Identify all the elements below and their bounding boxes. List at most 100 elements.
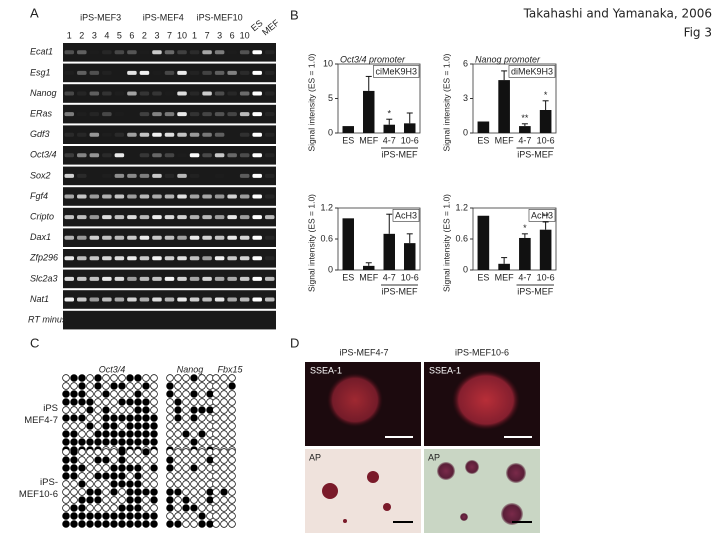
gel-band [152,276,162,281]
cpg-site [228,472,236,480]
cpg-site [220,406,228,414]
cpg-site [62,374,70,382]
gel-band [164,194,175,199]
gel-band [252,112,262,117]
colony [367,471,379,483]
gel-band [139,194,150,199]
chart-title: Nanog promoter [475,54,541,64]
gel-band [239,194,250,199]
x-tick-label: ES [342,272,354,282]
cpg-site [70,504,78,512]
gel-band [89,276,100,281]
cpg-site [86,496,94,504]
cpg-site [212,520,220,528]
gel-band [202,132,212,137]
cpg-site [228,512,236,520]
cpg-site [94,472,102,480]
cpg-site [70,520,78,528]
cpg-site [142,480,150,488]
methylation-panel: Oct3/4 Nanog Fbx15 iPS MEF4-7 iPS-MEF10-6 [19,364,244,528]
cpg-site [166,430,174,438]
lane-label: 3 [92,30,97,40]
gel-band [264,215,275,220]
cpg-site [78,430,86,438]
cpg-site [182,464,190,472]
cpg-site [198,448,206,456]
y-tick-label: 6 [463,58,468,68]
cpg-site [190,488,198,496]
figure-number: Fig 3 [684,26,712,40]
cpg-site [94,520,102,528]
cpg-site [78,496,86,504]
gel-band [114,215,125,220]
gel-band [177,256,187,261]
cpg-site [126,382,134,390]
group-label: iPS-MEF3 [80,12,121,22]
cpg-site [126,390,134,398]
cpg-site [134,374,142,382]
cpg-site [228,488,236,496]
cpg-site [228,398,236,406]
gel-band [127,297,137,302]
gene-label: Oct3/4 [30,150,57,160]
gel-band [102,91,112,96]
label-box [373,65,420,78]
row-label: SSEA-1 [310,365,342,375]
cpg-site [220,414,228,422]
cpg-site [70,414,78,422]
cpg-site [182,382,190,390]
significance: * [523,223,527,233]
gel-band [202,91,212,96]
cpg-site [110,398,118,406]
cpg-site [212,496,220,504]
cpg-site [150,448,158,456]
gel-band [264,276,275,281]
cpg-site [126,464,134,472]
cpg-site [228,422,236,430]
cpg-site [190,414,198,422]
gel-band [189,194,200,199]
x-tick-label: 10-6 [401,135,419,145]
gel-band [89,235,100,240]
cpg-site [198,430,206,438]
cpg-site [190,406,198,414]
gel-band [152,215,162,220]
cpg-site [228,438,236,446]
gel-band [202,50,212,55]
cpg-site [62,512,70,520]
group-label: iPS-MEF [382,149,419,159]
gel-band [77,235,87,240]
gel-band [202,276,212,281]
cpg-site [110,520,118,528]
colony [460,513,468,521]
gel-band [164,70,175,75]
cpg-site [190,496,198,504]
column-label: iPS-MEF4-7 [339,347,388,357]
cpg-site [102,504,110,512]
gel-band [214,276,225,281]
gel-band [214,256,225,261]
cpg-site [102,512,110,520]
cpg-site [102,422,110,430]
gel-strip [63,166,276,186]
gene-label: Cripto [30,211,54,221]
cpg-site [70,456,78,464]
group-label: iPS-MEF [382,286,419,296]
cpg-site [86,488,94,496]
cpg-site [78,504,86,512]
cpg-site [118,464,126,472]
gel-band [177,70,187,75]
gel-band [227,215,237,220]
cpg-site [174,448,182,456]
column-label: iPS-MEF10-6 [455,347,509,357]
cpg-site [182,430,190,438]
cpg-site [102,448,110,456]
cpg-site [220,472,228,480]
cpg-site [174,472,182,480]
cpg-site [198,520,206,528]
cpg-site [110,448,118,456]
cpg-site [134,456,142,464]
gel-band [202,153,212,158]
gel-band [77,70,87,75]
cpg-site [182,480,190,488]
